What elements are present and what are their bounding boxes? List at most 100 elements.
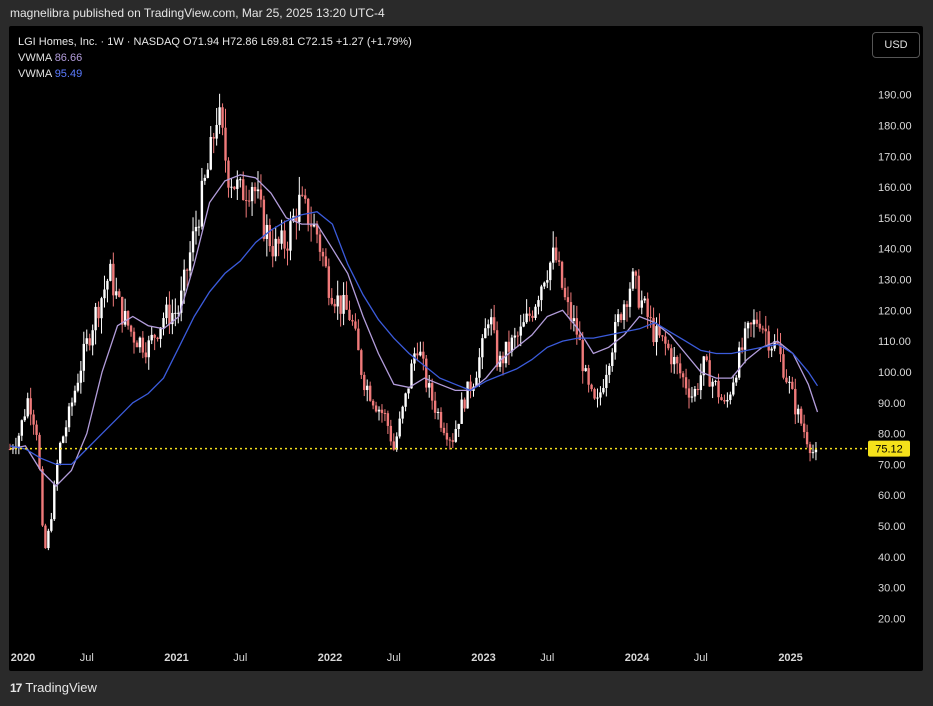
candle: [153, 333, 156, 351]
candle: [442, 422, 446, 436]
candle: [646, 292, 649, 329]
candle-body: [433, 400, 437, 413]
candle: [687, 379, 691, 409]
candle: [419, 341, 422, 357]
candle: [233, 186, 236, 191]
candle: [560, 260, 564, 290]
candle-body: [298, 194, 301, 222]
candle-body: [419, 351, 422, 356]
candle-body: [622, 304, 626, 321]
candle-body: [250, 186, 254, 202]
candle-body: [531, 315, 534, 318]
candle-body: [758, 323, 762, 329]
currency-button[interactable]: USD: [872, 32, 920, 58]
candle-body: [658, 326, 661, 336]
candle-body: [608, 365, 611, 375]
candle: [103, 275, 106, 308]
candle-body: [696, 388, 700, 391]
candle-body: [720, 397, 723, 401]
candle-body: [634, 271, 638, 276]
candle: [227, 157, 230, 198]
price-label: 75.12: [875, 444, 903, 456]
candle: [129, 324, 133, 337]
candle: [209, 126, 212, 171]
candle: [112, 252, 115, 307]
candle: [32, 409, 35, 435]
candle: [185, 268, 189, 287]
candle: [354, 313, 357, 331]
candle: [504, 341, 508, 368]
candle-body: [770, 348, 773, 351]
vwma-fast-legend[interactable]: VWMA 86.66: [18, 50, 412, 66]
candle: [616, 309, 620, 327]
candle-body: [732, 382, 735, 395]
candle-body: [58, 442, 62, 464]
candle: [782, 346, 785, 380]
candle-body: [590, 384, 593, 390]
candle-body: [611, 352, 614, 366]
candle-body: [484, 328, 487, 339]
candle: [53, 480, 56, 521]
candle: [622, 300, 626, 330]
candle: [678, 353, 682, 379]
candle-body: [289, 221, 292, 251]
candle: [572, 305, 576, 332]
candle-body: [351, 319, 354, 322]
candle-body: [64, 427, 68, 437]
candle-body: [726, 399, 729, 402]
candle: [100, 296, 103, 334]
tradingview-logo[interactable]: 17 TradingView: [10, 680, 97, 695]
y-axis[interactable]: 20.00 30.00 40.00 50.00 60.00 70.00 80.00 90.00…: [878, 90, 912, 626]
candle-body: [374, 405, 378, 412]
candle: [357, 319, 360, 351]
y-tick-label: 30.00: [878, 583, 906, 595]
candle: [194, 210, 198, 245]
vwma-slow-legend[interactable]: VWMA 95.49: [18, 66, 412, 82]
candle: [764, 315, 767, 345]
candle-body: [97, 306, 100, 319]
candle-body: [690, 396, 694, 398]
candle-body: [516, 335, 519, 337]
candle: [82, 331, 86, 383]
candle-body: [103, 289, 106, 299]
x-tick-label: Jul: [694, 652, 708, 664]
candle: [463, 397, 466, 412]
candle-body: [247, 200, 251, 202]
candle-body: [244, 200, 248, 202]
candle-body: [118, 291, 121, 297]
candle: [439, 407, 443, 432]
candle: [118, 288, 121, 298]
candle: [91, 324, 94, 356]
price-label-bg: [868, 440, 910, 457]
candle: [776, 328, 779, 346]
candle: [581, 331, 584, 384]
candle-body: [492, 317, 496, 331]
candle-body: [380, 409, 384, 414]
candle: [271, 229, 274, 268]
candle: [224, 108, 227, 173]
candle-body: [47, 530, 50, 549]
candle: [492, 304, 496, 334]
candle: [433, 391, 437, 420]
candle-body: [646, 298, 649, 317]
candle-body: [253, 186, 257, 192]
candle-body: [705, 356, 708, 361]
x-axis[interactable]: 2020 Jul 2021 Jul 2022 Jul 2023 Jul 2024 Jul 2025: [11, 652, 803, 664]
candle-body: [348, 309, 351, 320]
candle-body: [377, 409, 381, 412]
candle-body: [675, 356, 679, 364]
chart-panel[interactable]: [9, 26, 923, 671]
candle: [640, 290, 643, 315]
candle: [454, 420, 457, 443]
candle: [501, 351, 505, 376]
candle-body: [628, 288, 632, 307]
symbol-title[interactable]: LGI Homes, Inc. · 1W · NASDAQ O71.94 H72…: [18, 36, 412, 48]
candle: [165, 296, 168, 325]
candle: [377, 406, 381, 421]
candle: [363, 371, 366, 397]
candle-body: [309, 224, 313, 227]
candle-body: [619, 314, 623, 321]
candle-body: [504, 341, 508, 364]
candle: [88, 333, 91, 351]
